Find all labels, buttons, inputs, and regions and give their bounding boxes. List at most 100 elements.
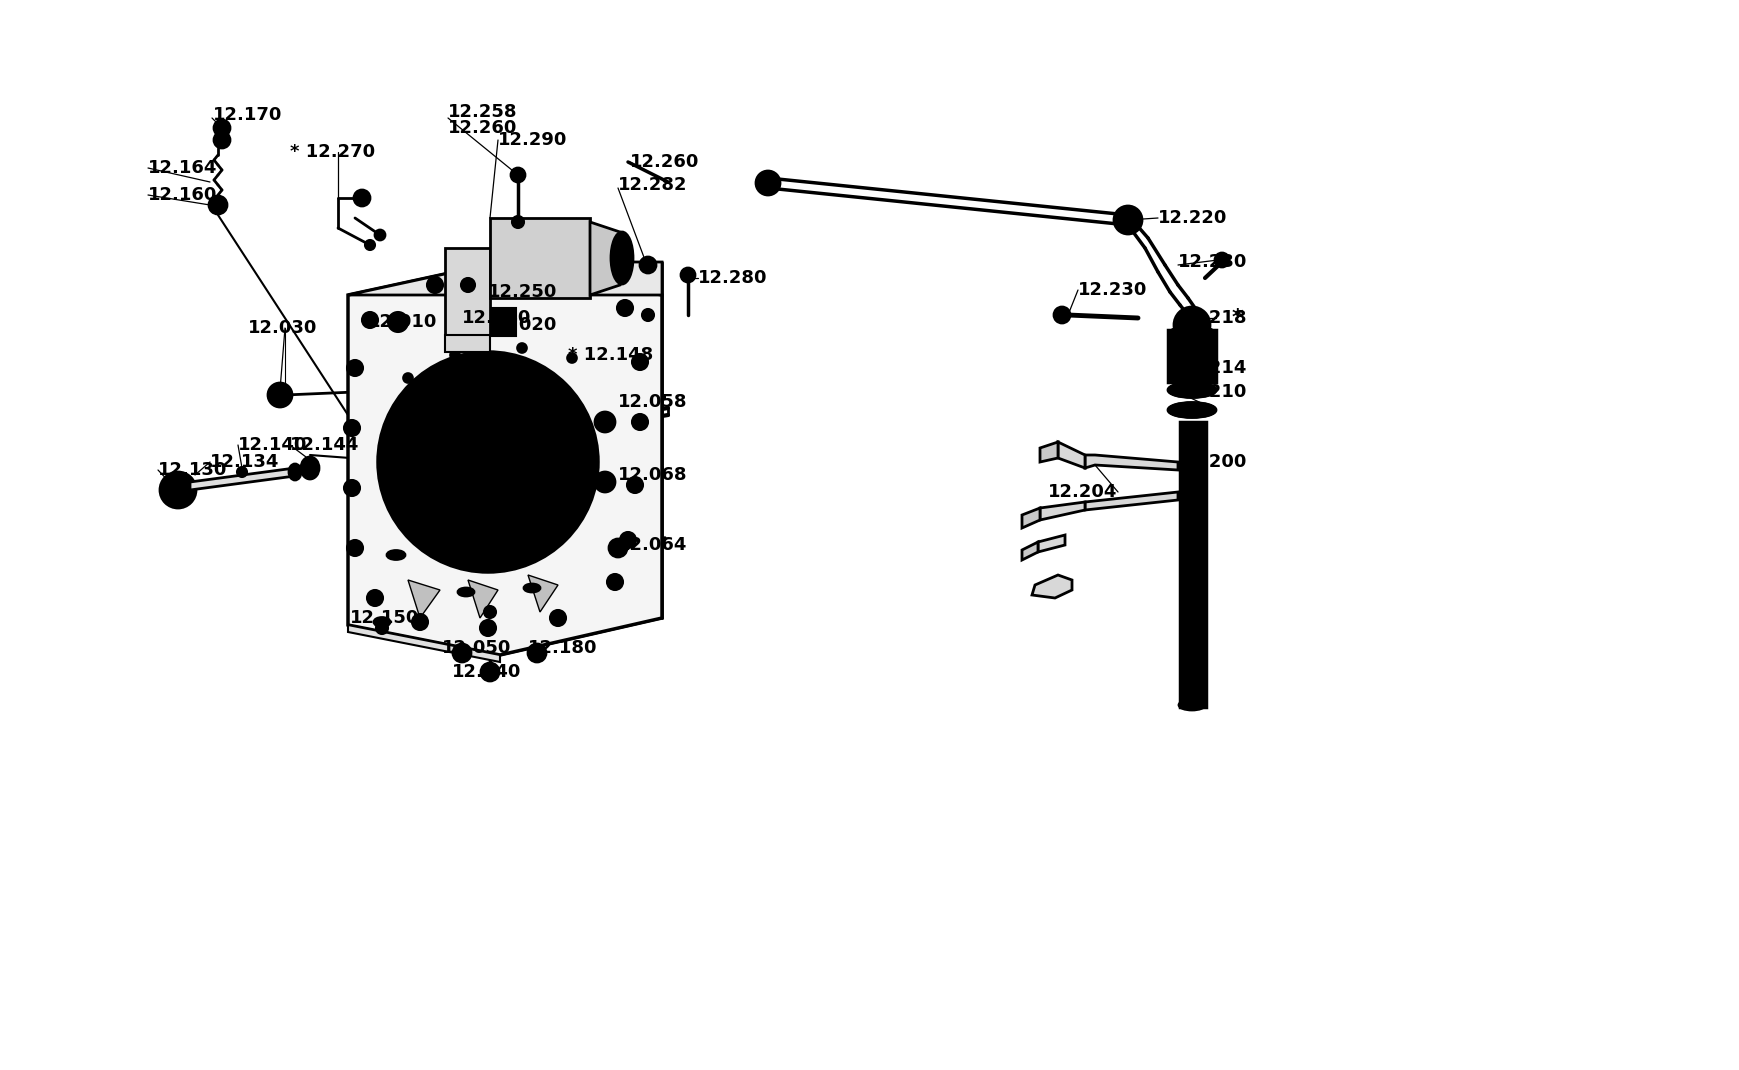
Circle shape: [1113, 207, 1141, 234]
Circle shape: [617, 300, 633, 316]
Circle shape: [624, 536, 631, 544]
Ellipse shape: [301, 457, 318, 479]
Circle shape: [365, 316, 374, 324]
Circle shape: [527, 644, 546, 662]
Circle shape: [214, 132, 230, 148]
Text: 12.140: 12.140: [238, 435, 308, 454]
Polygon shape: [1021, 542, 1038, 560]
Text: 12.020: 12.020: [487, 316, 556, 334]
Circle shape: [595, 472, 614, 492]
Bar: [1179, 422, 1205, 707]
Ellipse shape: [1177, 386, 1205, 394]
Circle shape: [1054, 307, 1069, 323]
Circle shape: [412, 614, 428, 630]
Polygon shape: [1040, 502, 1085, 520]
Polygon shape: [1021, 508, 1040, 528]
Text: 12.010: 12.010: [367, 314, 436, 331]
Circle shape: [516, 343, 527, 353]
Circle shape: [450, 350, 459, 360]
Circle shape: [483, 624, 492, 632]
Circle shape: [550, 610, 565, 626]
Circle shape: [370, 594, 379, 602]
Polygon shape: [1038, 535, 1064, 552]
Circle shape: [530, 274, 539, 282]
Text: 12.280: 12.280: [697, 269, 767, 287]
Text: 12.058: 12.058: [617, 393, 687, 411]
Text: 12.240: 12.240: [463, 309, 530, 327]
Polygon shape: [190, 468, 296, 490]
Circle shape: [619, 532, 636, 548]
Circle shape: [367, 590, 383, 606]
Ellipse shape: [457, 588, 473, 596]
Circle shape: [626, 477, 643, 493]
Polygon shape: [348, 262, 661, 655]
Circle shape: [1186, 562, 1198, 574]
Circle shape: [483, 606, 496, 618]
Ellipse shape: [377, 352, 598, 572]
Ellipse shape: [1179, 700, 1205, 710]
Ellipse shape: [1177, 406, 1205, 414]
Text: 12.050: 12.050: [442, 639, 511, 657]
Circle shape: [169, 480, 188, 500]
Circle shape: [346, 540, 363, 556]
Text: 12.144: 12.144: [290, 435, 360, 454]
Circle shape: [348, 484, 356, 492]
Circle shape: [388, 312, 407, 332]
Circle shape: [609, 539, 626, 557]
Circle shape: [511, 216, 523, 228]
Bar: [487, 308, 516, 336]
Polygon shape: [1085, 492, 1177, 510]
Polygon shape: [445, 248, 490, 335]
Bar: [1167, 330, 1216, 382]
Polygon shape: [490, 218, 590, 299]
Circle shape: [607, 574, 623, 590]
Text: 12.068: 12.068: [617, 467, 687, 484]
Polygon shape: [1085, 455, 1177, 470]
Circle shape: [567, 353, 577, 363]
Circle shape: [362, 312, 377, 328]
Polygon shape: [527, 575, 558, 612]
Ellipse shape: [403, 378, 572, 546]
Circle shape: [480, 663, 499, 681]
Text: 12.164: 12.164: [148, 159, 217, 177]
Circle shape: [1214, 253, 1228, 268]
Text: 12.230: 12.230: [1078, 281, 1146, 299]
Circle shape: [160, 472, 197, 508]
Circle shape: [365, 240, 376, 250]
Text: 12.030: 12.030: [249, 319, 316, 337]
Text: 12.160: 12.160: [148, 186, 217, 204]
Circle shape: [631, 354, 647, 370]
Ellipse shape: [1167, 382, 1216, 397]
Circle shape: [376, 622, 388, 635]
Ellipse shape: [523, 584, 539, 592]
Circle shape: [461, 278, 475, 292]
Polygon shape: [348, 262, 661, 295]
Circle shape: [1174, 307, 1209, 343]
Ellipse shape: [610, 232, 633, 284]
Circle shape: [480, 620, 496, 636]
Circle shape: [346, 360, 363, 376]
Text: 12.214: 12.214: [1177, 360, 1247, 377]
Polygon shape: [407, 580, 440, 618]
Circle shape: [351, 364, 358, 372]
Text: 12.260: 12.260: [447, 119, 516, 137]
Circle shape: [353, 190, 370, 207]
Polygon shape: [1031, 575, 1071, 598]
Text: * 12.148: * 12.148: [567, 346, 652, 364]
Ellipse shape: [386, 550, 405, 560]
Polygon shape: [1040, 442, 1057, 462]
Text: 12.250: 12.250: [487, 282, 556, 301]
Circle shape: [527, 270, 543, 286]
Polygon shape: [348, 625, 499, 662]
Circle shape: [631, 482, 638, 489]
Circle shape: [351, 544, 358, 552]
Circle shape: [376, 230, 384, 240]
Polygon shape: [590, 221, 619, 295]
Text: 12.290: 12.290: [497, 131, 567, 149]
Circle shape: [610, 578, 619, 586]
Circle shape: [237, 467, 247, 477]
Text: 12.170: 12.170: [212, 106, 282, 124]
Circle shape: [209, 196, 226, 214]
Ellipse shape: [1167, 402, 1216, 417]
Ellipse shape: [1169, 326, 1214, 338]
